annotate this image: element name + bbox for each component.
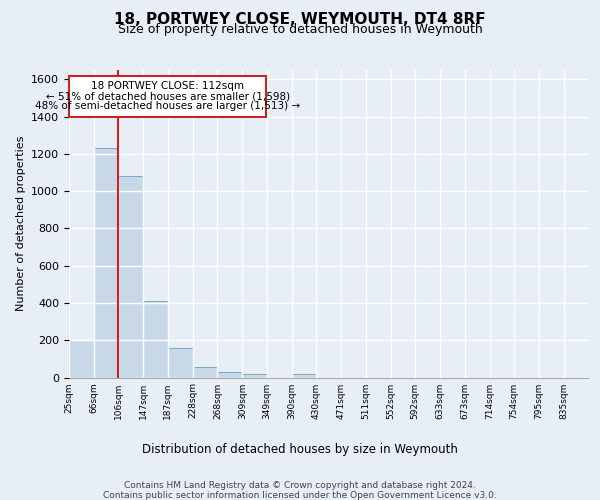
Text: 48% of semi-detached houses are larger (1,513) →: 48% of semi-detached houses are larger (… [35,102,300,112]
Text: Contains HM Land Registry data © Crown copyright and database right 2024.: Contains HM Land Registry data © Crown c… [124,481,476,490]
Bar [94,148,118,378]
Bar [118,176,143,378]
Text: Contains public sector information licensed under the Open Government Licence v3: Contains public sector information licen… [103,491,497,500]
Bar [242,374,267,378]
Bar [217,372,242,378]
Text: 18 PORTWEY CLOSE: 112sqm: 18 PORTWEY CLOSE: 112sqm [91,81,244,91]
Bar [69,340,94,378]
Text: Distribution of detached houses by size in Weymouth: Distribution of detached houses by size … [142,442,458,456]
Bar [292,374,316,378]
Text: Size of property relative to detached houses in Weymouth: Size of property relative to detached ho… [118,24,482,36]
FancyBboxPatch shape [69,76,266,116]
Text: 18, PORTWEY CLOSE, WEYMOUTH, DT4 8RF: 18, PORTWEY CLOSE, WEYMOUTH, DT4 8RF [114,12,486,28]
Bar [193,367,217,378]
Bar [168,348,193,378]
Y-axis label: Number of detached properties: Number of detached properties [16,136,26,312]
Text: ← 51% of detached houses are smaller (1,598): ← 51% of detached houses are smaller (1,… [46,91,290,101]
Bar [143,301,168,378]
